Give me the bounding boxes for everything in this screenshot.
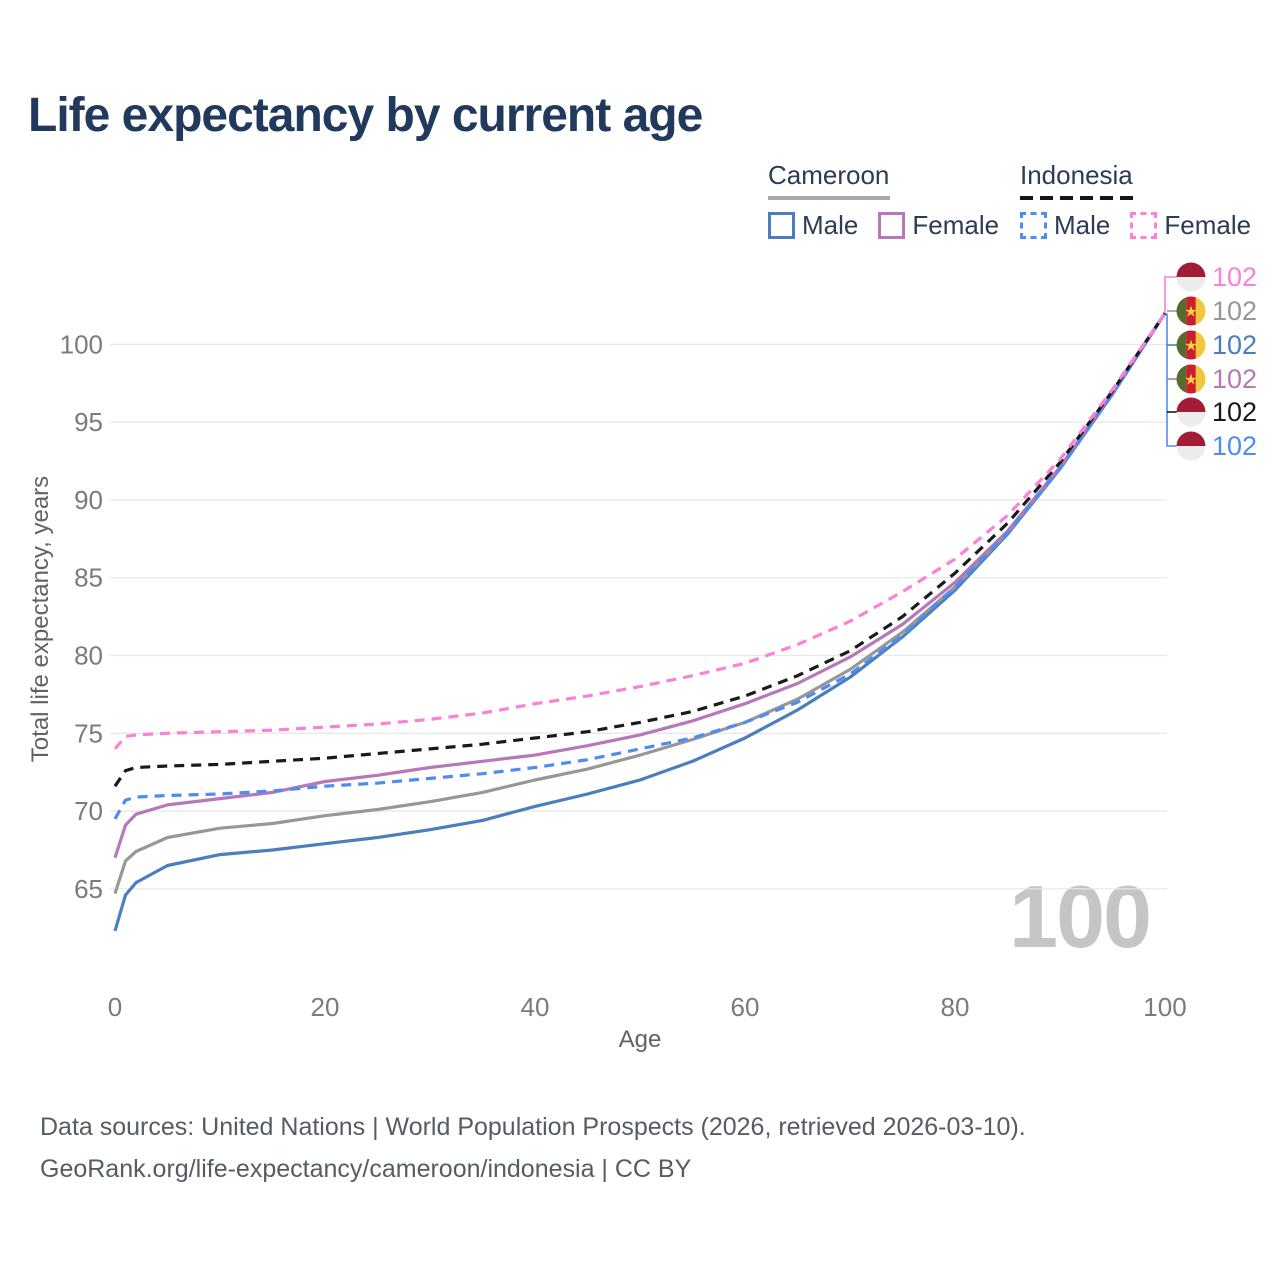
footer-attribution-link: GeoRank.org/life-expectancy/cameroon/ind… [40, 1155, 692, 1183]
legend-label-cameroon-male: Male [802, 210, 859, 240]
x-tick-label-20: 20 [311, 992, 340, 1022]
legend-item-indonesia-male[interactable]: Male [1020, 210, 1110, 241]
flag-cameroon-icon: ★ [1176, 296, 1206, 326]
cameroon-female-swatch-icon [878, 212, 906, 239]
svg-text:★: ★ [1184, 304, 1197, 321]
x-tick-label-80: 80 [941, 992, 970, 1022]
y-tick-label-90: 90 [74, 485, 103, 515]
end-label-value-indonesia: 102 [1212, 397, 1257, 427]
series-line-indonesia-male[interactable] [113, 312, 1167, 820]
x-tick-label-100: 100 [1143, 992, 1186, 1022]
svg-text:★: ★ [1184, 338, 1197, 355]
series-line-indonesia-female[interactable] [113, 312, 1167, 750]
y-tick-label-70: 70 [74, 796, 103, 826]
y-tick-label-80: 80 [74, 641, 103, 671]
flag-indonesia-icon [1176, 262, 1206, 292]
footer-data-sources: Data sources: United Nations | World Pop… [40, 1113, 1026, 1141]
legend-country-indonesia: Indonesia [1020, 160, 1133, 190]
chart-title: Life expectancy by current age [28, 89, 703, 142]
flag-indonesia-icon [1176, 431, 1206, 461]
x-tick-label-0: 0 [108, 992, 122, 1022]
legend-group-cameroon: Cameroon Male Female [768, 160, 999, 241]
series-line-cameroon[interactable] [113, 312, 1167, 894]
y-tick-label-85: 85 [74, 563, 103, 593]
legend-label-indonesia-female: Female [1164, 210, 1252, 240]
end-label-value-cameroon-male: 102 [1212, 330, 1257, 360]
end-label-value-cameroon: 102 [1212, 296, 1257, 326]
svg-text:★: ★ [1184, 372, 1197, 389]
y-tick-label-75: 75 [74, 718, 103, 748]
y-tick-label-65: 65 [74, 874, 103, 904]
end-label-value-indonesia-female: 102 [1212, 262, 1257, 292]
y-tick-label-100: 100 [60, 329, 103, 359]
leader-line-indonesia-female [1164, 276, 1177, 314]
flag-cameroon-icon: ★ [1176, 364, 1206, 394]
legend-item-cameroon-male[interactable]: Male [768, 210, 858, 241]
indonesia-male-swatch-icon [1020, 212, 1047, 239]
flag-indonesia-icon [1176, 397, 1206, 427]
cameroon-line-style-swatch [768, 196, 890, 200]
legend-item-cameroon-female[interactable]: Female [878, 210, 999, 241]
legend-group-indonesia: Indonesia Male Female [1020, 160, 1251, 241]
leader-line-indonesia-male [1166, 313, 1177, 447]
x-tick-label-60: 60 [731, 992, 760, 1022]
current-age-watermark: 100 [1009, 867, 1152, 966]
series-line-indonesia[interactable] [113, 312, 1167, 788]
legend-country-cameroon: Cameroon [768, 160, 890, 190]
x-axis-title: Age [618, 1026, 662, 1053]
indonesia-line-style-swatch [1020, 196, 1134, 200]
series-line-cameroon-male[interactable] [113, 312, 1167, 932]
flag-cameroon-icon: ★ [1176, 330, 1206, 360]
series-line-cameroon-female[interactable] [113, 312, 1167, 859]
legend-item-indonesia-female[interactable]: Female [1130, 210, 1251, 241]
legend-label-indonesia-male: Male [1054, 210, 1111, 240]
legend-label-cameroon-female: Female [912, 210, 1000, 240]
cameroon-male-swatch-icon [768, 212, 795, 239]
footer: Data sources: United Nations | World Pop… [40, 1106, 1026, 1190]
x-tick-label-40: 40 [521, 992, 550, 1022]
indonesia-female-swatch-icon [1130, 212, 1158, 239]
end-label-value-indonesia-male: 102 [1212, 431, 1257, 461]
y-tick-label-95: 95 [74, 407, 103, 437]
end-label-value-cameroon-female: 102 [1212, 364, 1257, 394]
